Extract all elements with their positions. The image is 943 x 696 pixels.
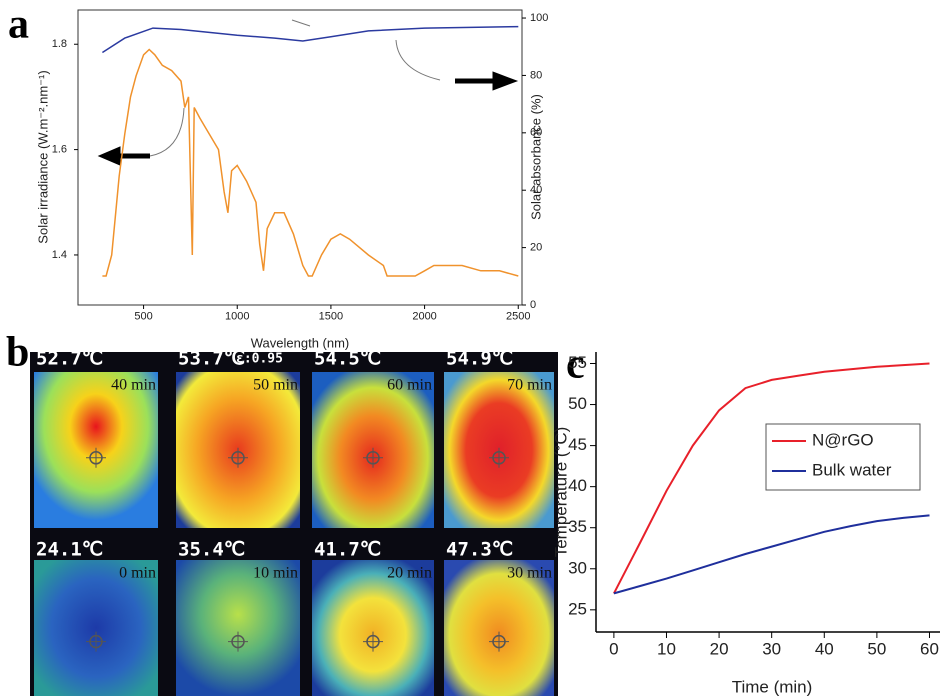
panel-letter: a	[8, 2, 29, 48]
x-tick-label: 2000	[412, 311, 436, 323]
temperature-label: 24.1℃	[36, 539, 103, 561]
crosshair	[363, 631, 383, 652]
x-tick-label: 50	[867, 639, 886, 658]
y-tick-label: 55	[568, 353, 587, 372]
y-tick-label: 1.4	[52, 249, 67, 261]
x-tick-label: 20	[710, 639, 729, 658]
y2-tick-label: 100	[530, 12, 548, 24]
time-label: 20 min	[387, 565, 432, 582]
crosshair	[489, 447, 509, 468]
crosshair	[86, 447, 106, 468]
panel-letter: c	[566, 342, 585, 388]
plot-frame	[77, 9, 523, 306]
y2-axis-label: Solar absorbance (%)	[528, 94, 543, 220]
thermal-image	[312, 560, 434, 696]
temperature-label: 53.7℃	[178, 348, 245, 370]
data-line	[613, 514, 930, 595]
x-tick-label: 2500	[506, 311, 530, 323]
time-label: 0 min	[119, 565, 156, 582]
y-tick-label: 1.8	[52, 38, 67, 50]
annotation-curve	[291, 19, 441, 81]
x-axis-label: Time (min)	[732, 677, 813, 696]
y2-tick-label: 40	[530, 184, 542, 196]
crosshair	[228, 447, 248, 468]
crosshair	[489, 631, 509, 652]
data-line	[613, 362, 930, 594]
legend-label: Bulk water	[812, 460, 892, 479]
thermal-image	[176, 560, 300, 696]
arrow-right	[455, 71, 519, 91]
arrow-left	[97, 146, 150, 166]
y2-tick-label: 0	[530, 299, 536, 311]
temperature-label: 54.5℃	[314, 348, 381, 370]
time-label: 40 min	[111, 377, 156, 394]
x-tick-label: 500	[134, 311, 152, 323]
y-tick-label: 50	[568, 394, 587, 413]
y-tick-label: 40	[568, 476, 587, 495]
x-tick-label: 1500	[319, 311, 343, 323]
x-tick-label: 0	[609, 639, 618, 658]
temperature-label: 47.3℃	[446, 539, 513, 561]
time-label: 70 min	[507, 377, 552, 394]
thermal-image	[444, 560, 554, 696]
x-tick-label: 40	[815, 639, 834, 658]
y-tick-label: 35	[568, 517, 587, 536]
legend-label: N@rGO	[812, 430, 874, 449]
x-tick-label: 60	[920, 639, 939, 658]
y2-tick-label: 80	[530, 69, 542, 81]
crosshair	[86, 631, 106, 652]
y2-tick-label: 60	[530, 127, 542, 139]
y-tick-label: 45	[568, 435, 587, 454]
y-axis-label: Solar irradiance (W.m⁻².nm⁻¹)	[35, 70, 50, 243]
x-tick-label: 30	[762, 639, 781, 658]
panel-letter: b	[6, 330, 29, 376]
temperature-label: 35.4℃	[178, 539, 245, 561]
y-tick-label: 1.6	[52, 144, 67, 156]
y-tick-label: 30	[568, 558, 587, 577]
time-label: 60 min	[387, 377, 432, 394]
time-label: 50 min	[253, 377, 298, 394]
y-tick-label: 25	[568, 599, 587, 618]
temperature-label: 41.7℃	[314, 539, 381, 561]
time-label: 10 min	[253, 565, 298, 582]
time-label: 30 min	[507, 565, 552, 582]
crosshair	[363, 447, 383, 468]
temperature-label: 54.9℃	[446, 348, 513, 370]
x-axis-label: Wavelength (nm)	[251, 335, 350, 350]
y-axis-label: Temperature (°C)	[551, 427, 570, 558]
data-line	[101, 25, 519, 54]
data-line	[102, 48, 519, 277]
y2-tick-label: 20	[530, 242, 542, 254]
annotation-curve	[149, 107, 185, 157]
thermal-image	[34, 560, 158, 696]
temperature-label: 52.7℃	[36, 348, 103, 370]
emissivity-label: ε:0.95	[236, 352, 283, 367]
crosshair	[228, 631, 248, 652]
x-tick-label: 1000	[225, 311, 249, 323]
legend-box	[765, 423, 921, 491]
x-tick-label: 10	[657, 639, 676, 658]
